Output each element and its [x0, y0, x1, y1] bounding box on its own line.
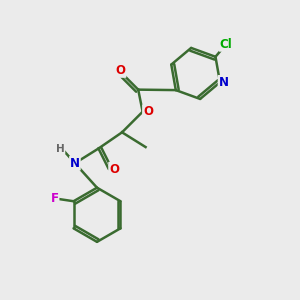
Text: N: N [218, 76, 229, 89]
Text: F: F [51, 192, 58, 205]
Text: N: N [70, 157, 80, 170]
Text: Cl: Cl [220, 38, 232, 51]
Text: H: H [56, 143, 64, 154]
Text: O: O [109, 163, 119, 176]
Text: O: O [143, 105, 153, 118]
Text: O: O [116, 64, 126, 77]
